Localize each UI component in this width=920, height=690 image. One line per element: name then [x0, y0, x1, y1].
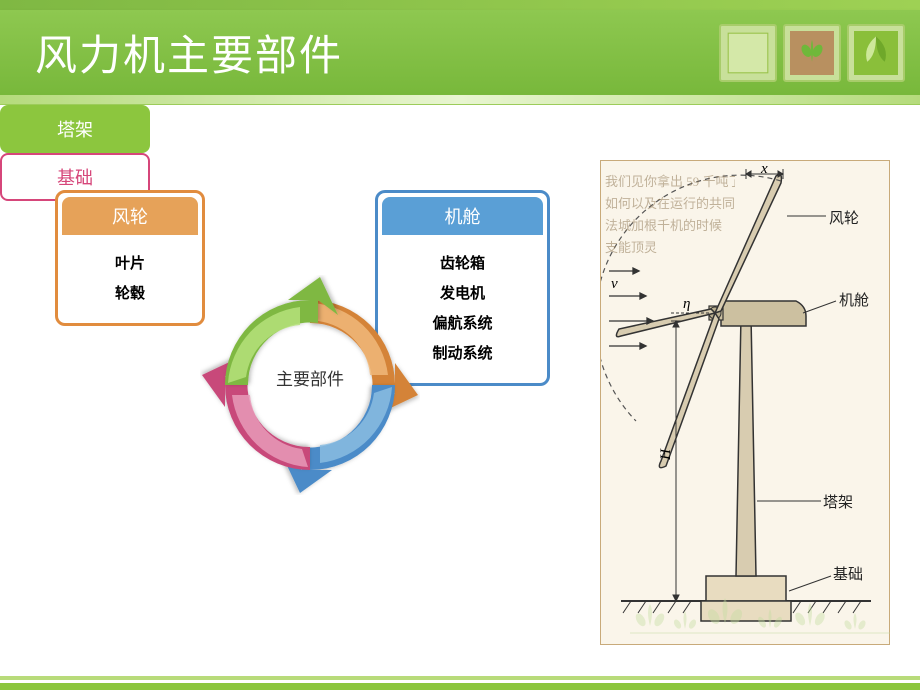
thumb-2: [783, 24, 841, 82]
title-underbar: [0, 95, 920, 105]
label-rotor: 风轮: [829, 207, 859, 228]
title-thumbnails: [719, 24, 905, 82]
label-tower: 塔架: [823, 491, 853, 512]
ghost-text: 如何以及在运行的共同: [605, 193, 735, 212]
card-wind-body: 叶片 轮毂: [58, 239, 202, 323]
ghost-text: 我们见你拿出 59 千吨了: [605, 171, 735, 190]
bottom-bars: [0, 676, 920, 690]
card-wind-item: 轮毂: [58, 279, 202, 309]
label-nacelle: 机舱: [839, 289, 869, 310]
turbine-diagram: 我们见你拿出 59 千吨了 如何以及在运行的共同 法城加根千机的时候 支能顶灵: [600, 160, 890, 645]
card-nacelle-title: 机舱: [382, 197, 543, 235]
card-base-title: 基础: [57, 164, 93, 190]
cycle-center-label: 主要部件: [255, 365, 365, 390]
card-tower: 塔架: [0, 105, 150, 153]
card-wind-title: 风轮: [62, 197, 198, 235]
top-stripe: [0, 0, 920, 10]
card-wind-item: 叶片: [58, 249, 202, 279]
ghost-text: 法城加根千机的时候: [605, 215, 735, 234]
card-tower-title: 塔架: [57, 116, 93, 142]
ghost-text: 支能顶灵: [605, 237, 685, 256]
var-eta: η: [683, 296, 690, 313]
cycle-diagram: 主要部件: [200, 275, 420, 495]
content-area: 风轮 叶片 轮毂 机舱 齿轮箱 发电机 偏航系统 制动系统 塔架 基础: [0, 105, 920, 660]
var-v: v: [611, 276, 618, 293]
thumb-1: [719, 24, 777, 82]
var-H: H: [658, 449, 675, 460]
thumb-3: [847, 24, 905, 82]
var-x: x: [761, 161, 768, 178]
title-bar: 风力机主要部件: [0, 10, 920, 95]
card-wind-rotor: 风轮 叶片 轮毂: [55, 190, 205, 326]
bottom-sprouts-icon: [630, 581, 890, 646]
page-title: 风力机主要部件: [35, 22, 343, 83]
